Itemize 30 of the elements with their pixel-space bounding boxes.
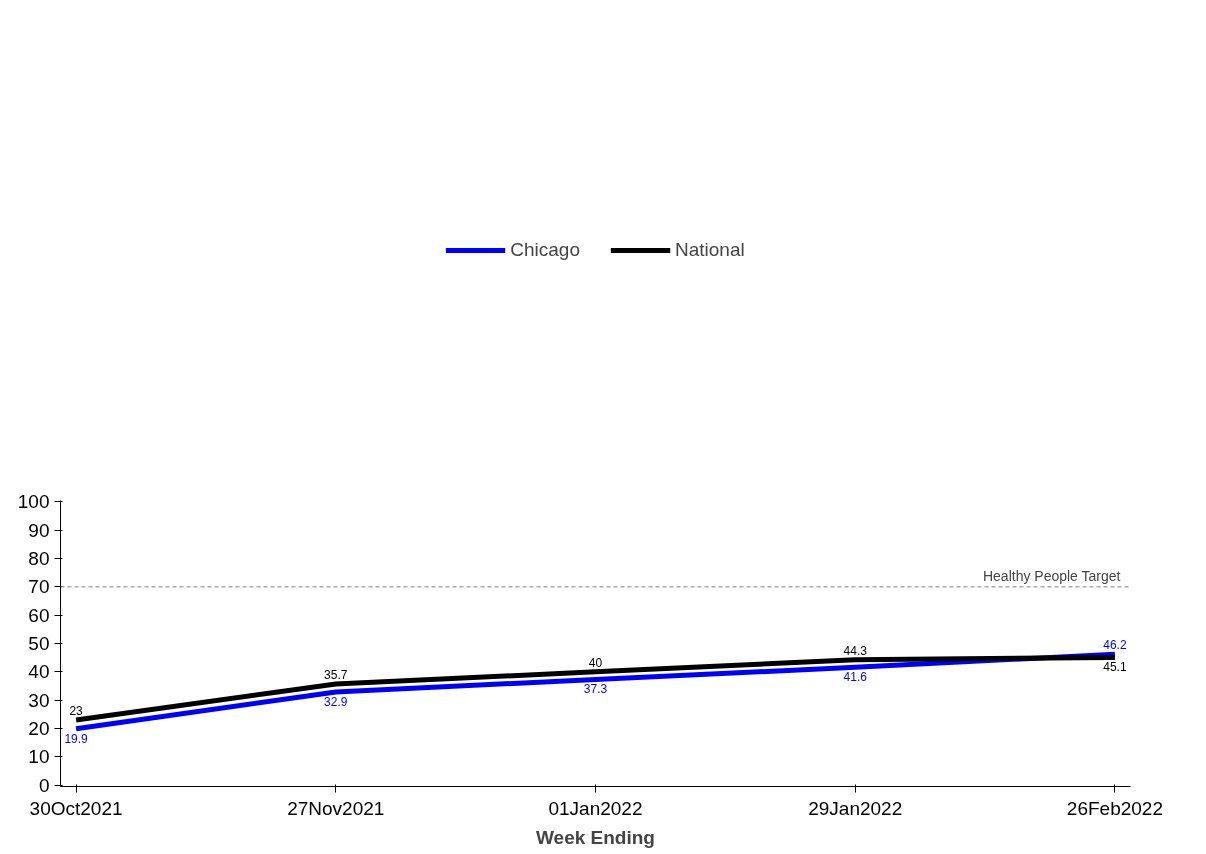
data-label: 44.3 xyxy=(843,643,868,658)
x-tick-label: 29Jan2022 xyxy=(808,797,903,819)
ref-line-label: Healthy People Target xyxy=(982,567,1121,584)
y-tick-label: 20 xyxy=(28,717,50,739)
data-label: 35.7 xyxy=(324,667,348,682)
x-tick-label: 01Jan2022 xyxy=(548,797,643,819)
data-label: 45.1 xyxy=(1103,660,1127,675)
data-label: 41.6 xyxy=(843,670,868,685)
data-label: 23 xyxy=(69,703,84,718)
data-label: 37.3 xyxy=(583,682,608,697)
data-label: 46.2 xyxy=(1103,638,1127,653)
y-tick-label: 30 xyxy=(28,689,50,711)
x-axis-title: Week Ending xyxy=(536,826,655,848)
legend-label: National xyxy=(675,239,745,261)
data-label: 32.9 xyxy=(324,694,348,709)
y-tick-label: 60 xyxy=(28,604,50,626)
data-label: 19.9 xyxy=(64,731,89,746)
data-label: 40 xyxy=(588,655,603,670)
x-tick-label: 30Oct2021 xyxy=(29,797,123,819)
y-tick-label: 10 xyxy=(28,746,50,768)
y-tick-label: 80 xyxy=(28,548,50,570)
y-tick-label: 90 xyxy=(28,519,50,541)
y-tick-label: 0 xyxy=(38,774,50,796)
legend-label: Chicago xyxy=(510,239,580,261)
y-tick-label: 100 xyxy=(17,491,50,513)
x-tick-label: 26Feb2022 xyxy=(1066,797,1163,819)
x-tick-label: 27Nov2021 xyxy=(287,797,385,819)
y-tick-label: 70 xyxy=(28,576,50,598)
y-tick-label: 40 xyxy=(28,661,50,683)
y-tick-label: 50 xyxy=(28,633,50,654)
